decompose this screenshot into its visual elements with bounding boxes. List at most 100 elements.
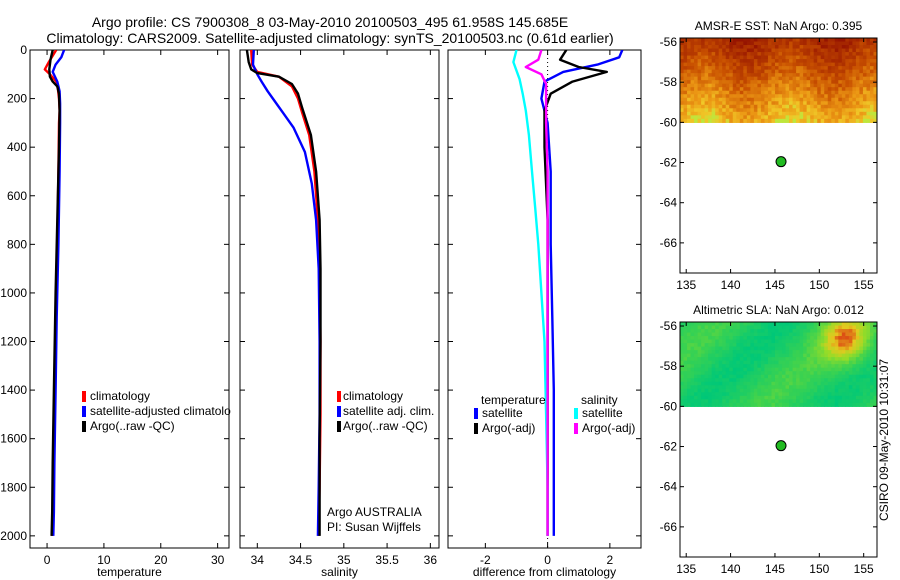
sla_map-cell	[753, 343, 758, 348]
sst_map-cell	[827, 90, 832, 95]
sla_map-cell	[873, 353, 877, 358]
temperature-xtick-label: 10	[97, 553, 111, 567]
sla_map-cell	[732, 329, 737, 334]
sla_map-cell	[810, 353, 815, 358]
sst_map-cell	[782, 115, 787, 120]
sst_map-cell	[831, 104, 836, 109]
sst_map-cell	[774, 38, 780, 43]
sst_map-cell	[715, 62, 720, 67]
sla_map-cell	[841, 399, 846, 404]
sla_map-cell	[789, 350, 794, 355]
sla_map-cell	[683, 360, 688, 365]
sst_map-cell	[778, 80, 783, 85]
sla_map-cell	[683, 371, 688, 376]
temperature-xtick-label: 20	[154, 553, 168, 567]
sla_map-cell	[774, 381, 780, 386]
sst_map-cell	[866, 45, 871, 50]
sla_map-cell	[743, 402, 748, 407]
sla_map-cell	[834, 367, 839, 372]
sst_map-cell	[764, 41, 769, 46]
sst_map-cell	[848, 111, 853, 116]
sla_map-cell	[810, 385, 815, 390]
sst_map-cell	[810, 101, 815, 106]
sla_map-cell	[841, 364, 846, 369]
sla_map-cell	[827, 350, 832, 355]
sst_map-cell	[785, 108, 790, 113]
sst_map-cell	[859, 108, 864, 113]
sla_map-ytick-label: -56	[660, 319, 678, 333]
sla_map-cell	[736, 353, 741, 358]
sst_map-cell	[708, 101, 713, 106]
sla_map-cell	[873, 388, 877, 393]
sla_map-cell	[848, 364, 853, 369]
sla_map-cell	[708, 325, 713, 330]
sla_map-cell	[827, 329, 832, 334]
sst_map-cell	[771, 73, 776, 78]
sst_map-cell	[757, 80, 762, 85]
sst_map-cell	[753, 97, 758, 102]
sla_map-cell	[820, 357, 825, 362]
sla_map-cell	[817, 339, 822, 344]
sst_map-cell	[859, 73, 864, 78]
sla_map-cell	[785, 350, 790, 355]
sla_map-cell	[792, 322, 797, 327]
sst_map-cell	[873, 111, 877, 116]
sla_map-cell	[859, 353, 864, 358]
sla_map-cell	[782, 378, 787, 383]
sst_map-cell	[778, 45, 783, 50]
sla_map-cell	[792, 332, 797, 337]
sst_map-cell	[774, 69, 780, 74]
sst_map-cell	[743, 76, 748, 81]
sla-map-panel: Altimetric SLA: NaN Argo: 0.012-56-58-60…	[660, 303, 878, 576]
sst_map-cell	[718, 55, 723, 60]
sla_map-cell	[785, 378, 790, 383]
sla_map-cell	[834, 346, 839, 351]
sla_map-cell	[771, 378, 776, 383]
sst_map-cell	[760, 73, 766, 78]
sla_map-cell	[803, 388, 808, 393]
sla_map-cell	[866, 381, 871, 386]
sla_map-cell	[760, 392, 766, 397]
sst_map-cell	[739, 41, 744, 46]
sst_map-cell	[831, 97, 836, 102]
sla_map-cell	[862, 388, 868, 393]
sst_map-cell	[680, 76, 685, 81]
sst_map-cell	[683, 69, 688, 74]
sla_map-cell	[848, 346, 853, 351]
sst_map-cell	[789, 59, 794, 64]
sla_map-cell	[778, 371, 783, 376]
sla_map-cell	[824, 343, 829, 348]
sla_map-cell	[708, 346, 713, 351]
sst_map-cell	[873, 69, 877, 74]
sst_map-cell	[680, 83, 685, 88]
sla_map-cell	[866, 399, 871, 404]
sst_map-cell	[838, 108, 843, 113]
sst_map-cell	[680, 66, 685, 71]
sst_map-cell	[855, 62, 861, 67]
sla_map-cell	[799, 346, 804, 351]
sla_map-cell	[701, 332, 706, 337]
sla_map-cell	[732, 399, 737, 404]
sst_map-cell	[687, 90, 692, 95]
sla_map-cell	[687, 378, 692, 383]
sla_map-cell	[753, 378, 758, 383]
sla_map-cell	[852, 367, 857, 372]
sst_map-cell	[680, 101, 685, 106]
sst_map-cell	[806, 52, 811, 57]
sla_map-cell	[862, 367, 868, 372]
sla_map-cell	[729, 388, 734, 393]
sst_map-cell	[792, 115, 797, 120]
sst_map-cell	[764, 94, 769, 99]
sst_map-cell	[841, 76, 846, 81]
sst_map-cell	[683, 55, 688, 60]
depth-tick-label: 0	[20, 43, 27, 57]
sst_map-cell	[764, 38, 769, 43]
sst_map-cell	[813, 41, 818, 46]
sla_map-cell	[817, 353, 822, 358]
sst_map-cell	[715, 76, 720, 81]
sst_map-cell	[704, 76, 709, 81]
sst_map-cell	[803, 62, 808, 67]
sst_map-cell	[753, 62, 758, 67]
sla_map-cell	[848, 381, 853, 386]
